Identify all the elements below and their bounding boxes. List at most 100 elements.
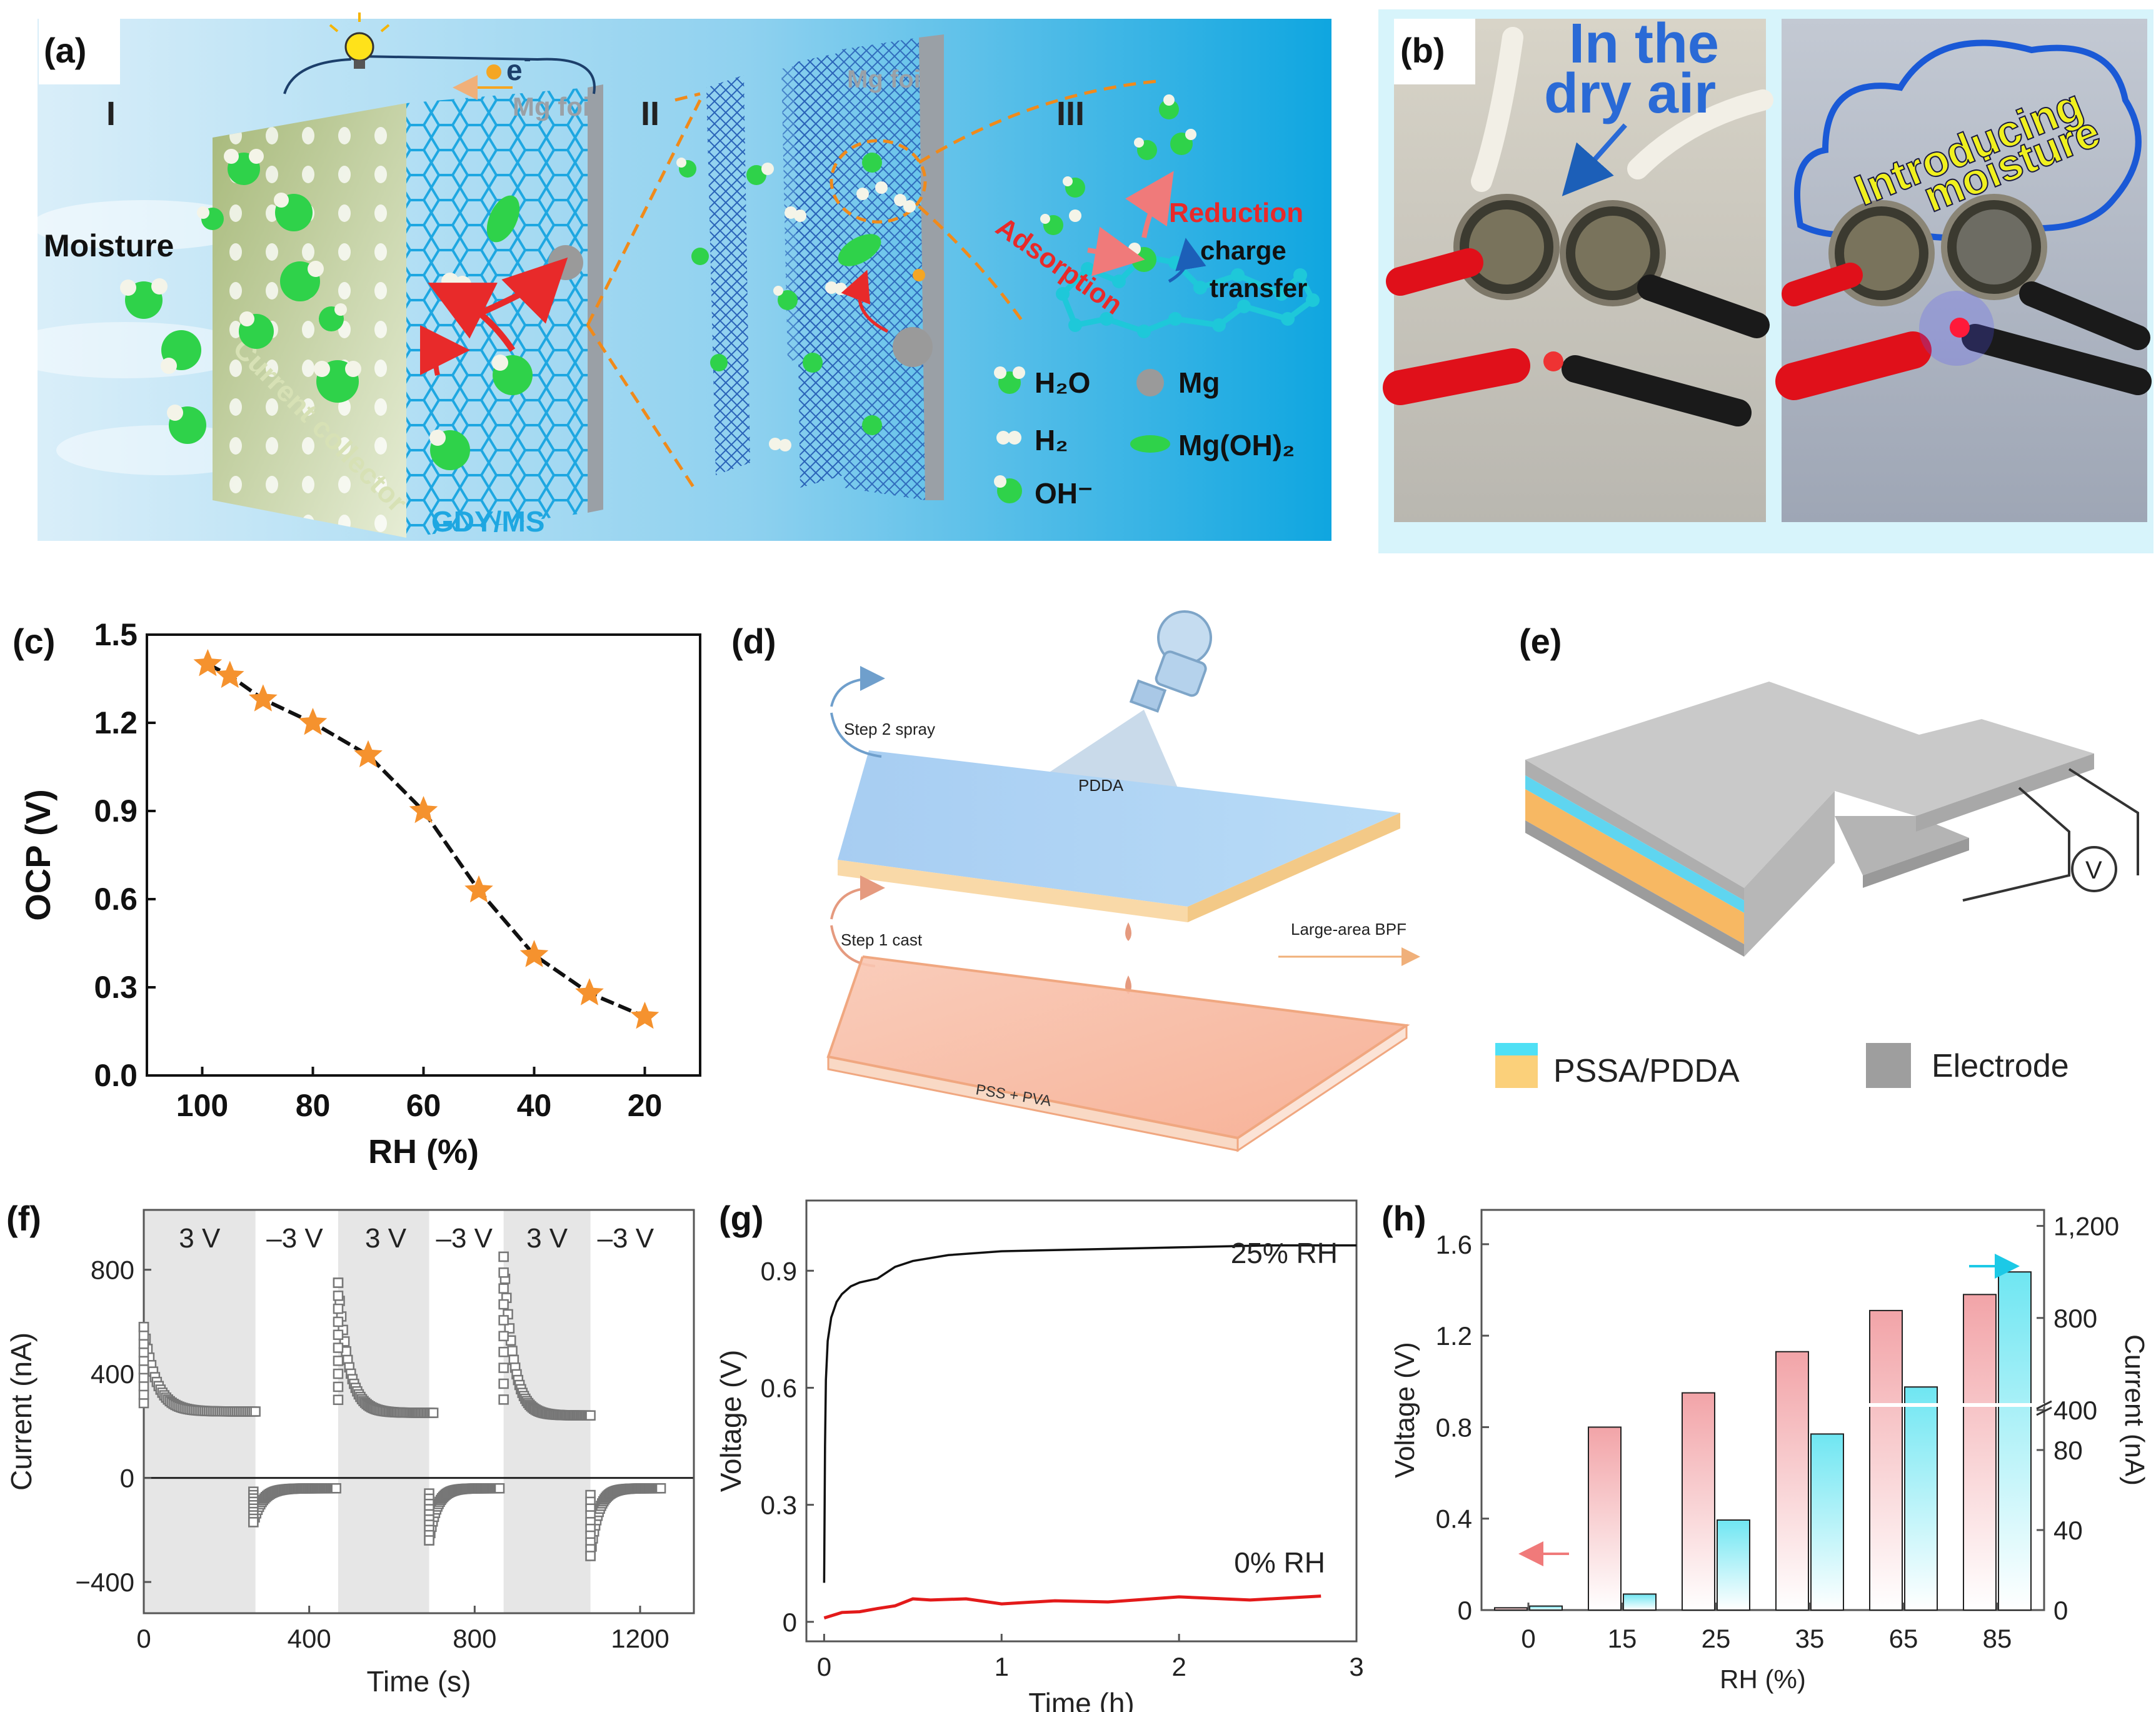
chart-f-point bbox=[138, 1372, 149, 1383]
chart-c-point bbox=[193, 649, 223, 677]
chart-c-point bbox=[215, 660, 244, 688]
pointer-arrow bbox=[1562, 123, 1627, 196]
chart-g-xlabel: Time (h) bbox=[1028, 1687, 1135, 1712]
panel-b-label: (b) bbox=[1400, 31, 1445, 70]
light-bulb-icon bbox=[344, 32, 374, 62]
chart-f-ytick-label: −400 bbox=[75, 1568, 134, 1597]
chart-h-bar-voltage bbox=[1963, 1294, 1997, 1611]
chart-c-xtick-label: 40 bbox=[517, 1088, 552, 1123]
chart-h-frame bbox=[1480, 1209, 2045, 1611]
chart-h: 0 15 25 35 65 85 0 0.4 0.8 1.2 1.6 0 40 80 400 800 1,200… bbox=[1390, 1209, 2150, 1694]
chart-f-xlabel: Time (s) bbox=[367, 1665, 471, 1698]
chart-f-point bbox=[138, 1356, 149, 1366]
legend-mgoh2-icon bbox=[1130, 435, 1170, 453]
chart-h-ytick-label: 0.4 bbox=[1436, 1504, 1472, 1534]
chart-c-xtick-label: 100 bbox=[176, 1088, 228, 1123]
chart-h-bar-current bbox=[1529, 1605, 1563, 1611]
panel-h-label: (h) bbox=[1381, 1199, 1426, 1238]
chart-f-point bbox=[333, 1329, 344, 1340]
chart-f-point bbox=[138, 1347, 149, 1358]
chart-f-point bbox=[498, 1251, 509, 1262]
chart-f-point bbox=[494, 1483, 505, 1494]
red-clip bbox=[1782, 263, 1863, 306]
chart-c-ylabel: OCP (V) bbox=[18, 789, 58, 921]
chart-c-point bbox=[409, 796, 438, 823]
step2-label: Step 2 spray bbox=[844, 720, 935, 738]
top-electrode-front bbox=[1525, 760, 1744, 900]
chart-f-voltage-label: –3 V bbox=[266, 1223, 323, 1254]
chart-f-point bbox=[498, 1267, 509, 1278]
chart-f-point bbox=[250, 1406, 261, 1417]
chart-c-point bbox=[354, 740, 383, 768]
panel-f-label: (f) bbox=[6, 1199, 41, 1238]
chart-g-series-line bbox=[823, 1594, 1321, 1619]
zoom-dash-line bbox=[674, 92, 701, 102]
chart-g-ylabel: Voltage (V) bbox=[714, 1350, 747, 1493]
pss-edge-right bbox=[1188, 813, 1400, 922]
panel-c-label: (c) bbox=[13, 622, 55, 661]
legend-pssa-swatch bbox=[1495, 1055, 1538, 1088]
chart-f-point bbox=[498, 1315, 509, 1326]
stage-label-ii: II bbox=[641, 95, 659, 133]
stage-ii-molecules bbox=[676, 153, 925, 451]
chart-h-xtick-label: 15 bbox=[1608, 1624, 1637, 1653]
chart-f-point bbox=[333, 1368, 344, 1379]
chart-c-ytick-label: 1.2 bbox=[94, 705, 138, 740]
zoom-dash-line bbox=[918, 205, 1027, 326]
chart-c-xlabel: RH (%) bbox=[368, 1133, 479, 1171]
red-clip bbox=[1775, 331, 1932, 400]
adsorbed-h bbox=[1128, 243, 1141, 255]
chart-h-bar-voltage bbox=[1588, 1426, 1622, 1611]
mg-foil-label-2: Mg foil bbox=[847, 66, 928, 93]
step2-arrow-top bbox=[830, 666, 885, 707]
panel-g-label: (g) bbox=[719, 1199, 764, 1238]
chart-f-point bbox=[424, 1535, 434, 1546]
panel-b: (b) In the dry air Introducing moisture bbox=[1378, 9, 2153, 553]
chart-c-frame bbox=[146, 633, 701, 1077]
chart-c-point bbox=[575, 978, 604, 1005]
chart-h-bar-voltage bbox=[1494, 1607, 1528, 1611]
chart-f-xtick-label: 1200 bbox=[611, 1624, 669, 1653]
bulb-ray bbox=[329, 24, 339, 33]
chart-g-ytick-label: 0.6 bbox=[761, 1373, 797, 1402]
reduction-label: Reduction bbox=[1169, 198, 1303, 228]
pssa-layer bbox=[1525, 789, 1744, 944]
zoom-dash-line bbox=[586, 99, 702, 326]
chart-h-y2tick-label: 80 bbox=[2053, 1436, 2083, 1465]
chart-g: 0 0.3 0.6 0.9 0 1 2 3 Time (h) Voltage (V) 25% RH 0… bbox=[714, 1199, 1364, 1712]
panel-b-label-box bbox=[1394, 19, 1475, 84]
chart-f-point bbox=[504, 1323, 515, 1334]
chart-g-xtick-label: 0 bbox=[817, 1652, 831, 1681]
bpf-label: Large-area BPF bbox=[1291, 920, 1406, 939]
chart-h-xtick-label: 65 bbox=[1889, 1624, 1918, 1653]
chart-h-xtick-label: 25 bbox=[1702, 1624, 1731, 1653]
electron-label: e bbox=[506, 54, 523, 86]
chart-f-point bbox=[333, 1394, 344, 1406]
pss-pva-tray bbox=[828, 957, 1406, 1138]
chart-f-point bbox=[248, 1517, 259, 1528]
panel-a-label-box bbox=[39, 19, 120, 84]
chart-h-ytick-label: 0.8 bbox=[1436, 1412, 1472, 1442]
legend-electrode: Electrode bbox=[1932, 1048, 2069, 1084]
moisture-cloud-outline bbox=[1794, 39, 2142, 241]
panel-d: (d) PDDA Step 2 spray Step 1 cast PSS + … bbox=[731, 610, 1420, 1152]
chart-f-point bbox=[585, 1410, 596, 1421]
chart-c-ytick-label: 0.3 bbox=[94, 970, 138, 1005]
meter-wire bbox=[2068, 768, 2139, 875]
chart-c-ytick-label: 0.0 bbox=[94, 1058, 138, 1093]
stage-label-iii: III bbox=[1056, 95, 1085, 133]
chart-f-point bbox=[138, 1381, 149, 1392]
chart-c-ytick-label: 0.6 bbox=[94, 882, 138, 917]
stack-side bbox=[1744, 791, 1835, 957]
panel-c: (c) 0.0 0.3 0.6 0.9 1.2 1.5 100 80 60 40 20 RH (%) O… bbox=[13, 617, 701, 1171]
chart-f-point bbox=[333, 1277, 344, 1288]
mg-foil-label-1: Mg foil bbox=[513, 92, 597, 121]
chart-h-ytick-label: 0 bbox=[1458, 1596, 1472, 1625]
chart-f-point bbox=[498, 1299, 509, 1310]
chart-h-ylabel: Voltage (V) bbox=[1390, 1342, 1420, 1478]
chart-c: 0.0 0.3 0.6 0.9 1.2 1.5 100 80 60 40 20 RH (%) OCP (… bbox=[18, 617, 701, 1171]
collector-holes bbox=[213, 103, 406, 538]
chart-f-voltage-label: 3 V bbox=[526, 1223, 568, 1254]
